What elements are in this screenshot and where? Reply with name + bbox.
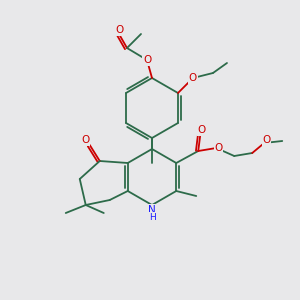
Text: H: H: [148, 212, 155, 221]
Text: N: N: [148, 205, 156, 215]
Text: O: O: [82, 135, 90, 145]
Text: O: O: [115, 25, 123, 35]
Text: O: O: [197, 125, 206, 135]
Text: O: O: [189, 73, 197, 83]
Text: O: O: [262, 135, 270, 145]
Text: O: O: [143, 55, 151, 65]
Text: O: O: [214, 143, 222, 153]
